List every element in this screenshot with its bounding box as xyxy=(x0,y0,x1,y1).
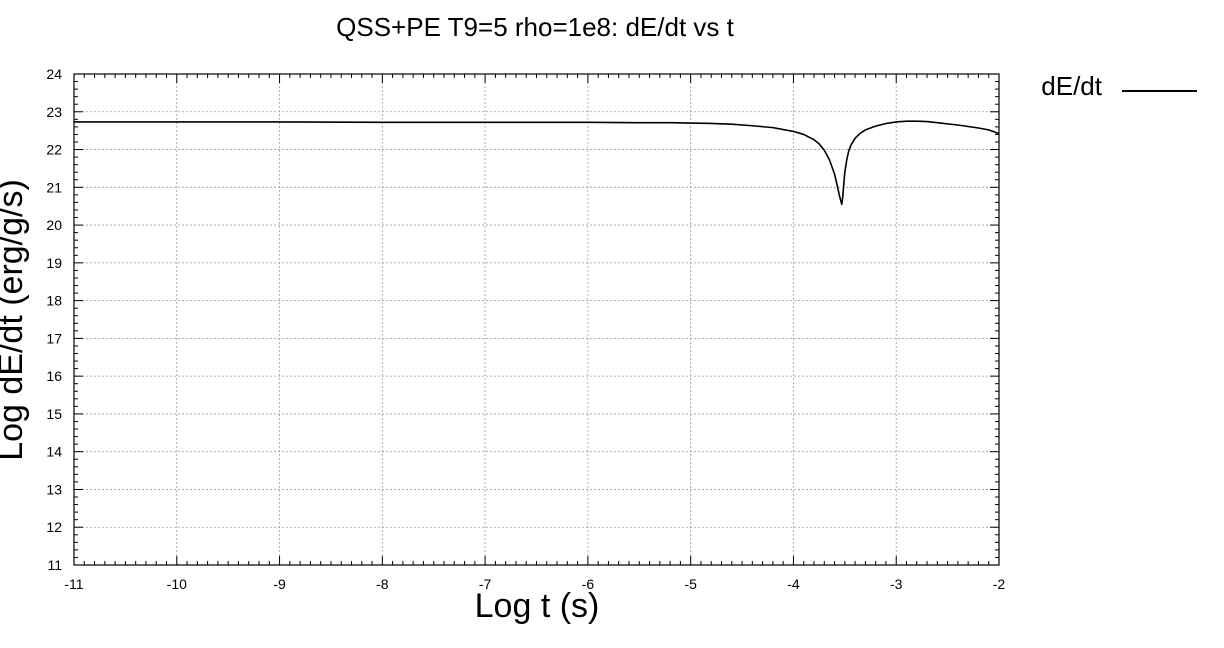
y-tick-label: 13 xyxy=(46,481,62,497)
legend: dE/dt xyxy=(1041,71,1197,101)
x-tick-label: -4 xyxy=(787,576,800,592)
x-tick-label: -6 xyxy=(582,576,595,592)
x-tick-label: -3 xyxy=(890,576,903,592)
y-tick-label: 12 xyxy=(46,519,62,535)
y-tick-label: 20 xyxy=(46,217,62,233)
y-tick-label: 17 xyxy=(46,330,62,346)
plot-frame xyxy=(73,73,1000,566)
y-tick-label: 22 xyxy=(46,142,62,158)
series-layer xyxy=(74,120,1000,206)
y-tick-label: 24 xyxy=(46,66,62,82)
x-tick-label: -7 xyxy=(479,576,492,592)
ticks xyxy=(73,73,1000,566)
x-tick-label: -11 xyxy=(64,576,83,592)
x-tick-label: -2 xyxy=(993,576,1006,592)
y-tick-label: 16 xyxy=(46,368,62,384)
y-tick-label: 19 xyxy=(46,255,62,271)
legend-label: dE/dt xyxy=(1041,71,1102,101)
y-tick-label: 14 xyxy=(46,444,62,460)
x-tick-label: -5 xyxy=(684,576,697,592)
tick-labels: -11 -10 -9 -8 -7 -6 -5 -4 -3 -2 11 12 13 14 15 16 17 18 19… xyxy=(46,66,1005,592)
y-axis-label: Log dE/dt (erg/g/s) xyxy=(0,179,30,461)
x-tick-label: -10 xyxy=(167,576,187,592)
y-tick-label: 11 xyxy=(47,557,62,573)
y-tick-label: 15 xyxy=(46,406,62,422)
x-axis-label: Log t (s) xyxy=(475,587,600,625)
series-line-dedt xyxy=(74,120,1000,206)
y-tick-label: 23 xyxy=(46,104,62,120)
y-tick-label: 18 xyxy=(46,293,62,309)
x-tick-label: -9 xyxy=(273,576,286,592)
x-tick-label: -8 xyxy=(376,576,389,592)
grid xyxy=(74,74,999,565)
chart-title: QSS+PE T9=5 rho=1e8: dE/dt vs t xyxy=(336,12,734,42)
y-tick-label: 21 xyxy=(46,179,62,195)
